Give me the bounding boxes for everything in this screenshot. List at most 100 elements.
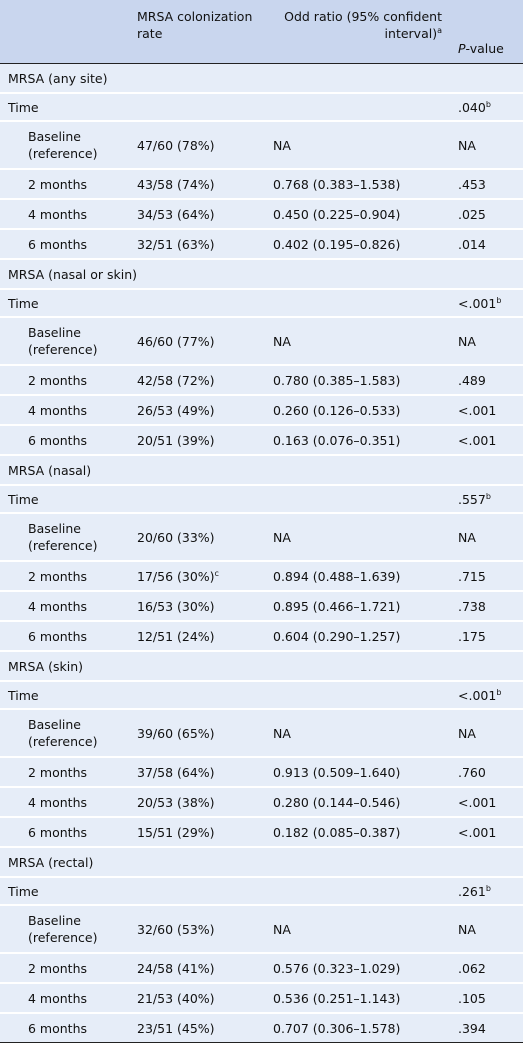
row-label: Baseline (reference) [0, 317, 129, 366]
rate-cell: 37/58 (64%) [129, 757, 265, 788]
rate: 16/53 (30%) [137, 598, 215, 614]
header-text: P [458, 41, 466, 56]
footnote-mark: b [496, 295, 502, 305]
data-row: 4 months 20/53 (38%) 0.280 (0.144–0.546) <.… [0, 787, 523, 818]
row-label: 2 months [0, 365, 129, 396]
odds-ratio: NA [265, 121, 450, 170]
cell [129, 93, 265, 122]
odds-ratio: 0.780 (0.385–1.583) [265, 365, 450, 396]
p-value: <.001 [450, 425, 523, 456]
p-value: <.001 [450, 787, 523, 818]
odds-ratio: NA [265, 317, 450, 366]
odds-ratio: 0.768 (0.383–1.538) [265, 169, 450, 200]
row-label: 2 months [0, 169, 129, 200]
data-row: 6 months 12/51 (24%) 0.604 (0.290–1.257) .1… [0, 621, 523, 652]
group-row: MRSA (nasal) [0, 455, 523, 486]
odds-ratio: 0.260 (0.126–0.533) [265, 395, 450, 426]
group-title: MRSA (nasal) [0, 455, 523, 486]
odds-ratio: 0.913 (0.509–1.640) [265, 757, 450, 788]
group-row: MRSA (any site) [0, 63, 523, 94]
cell [265, 93, 450, 122]
row-label: Time [0, 93, 129, 122]
odds-ratio: 0.536 (0.251–1.143) [265, 983, 450, 1014]
header-cell [0, 0, 129, 64]
data-row: 2 months 43/58 (74%) 0.768 (0.383–1.538) .4… [0, 169, 523, 200]
row-label: 4 months [0, 199, 129, 230]
p-value: .715 [450, 561, 523, 592]
rate-cell: 32/60 (53%) [129, 905, 265, 954]
header-cell: MRSA colonization rate [129, 0, 265, 64]
row-label: 4 months [0, 591, 129, 622]
p-value: <.001 [450, 395, 523, 426]
p-value: .557 [458, 491, 486, 507]
odds-ratio: 0.182 (0.085–0.387) [265, 817, 450, 848]
data-row: Baseline (reference) 46/60 (77%) NA NA [0, 317, 523, 366]
row-label: 4 months [0, 787, 129, 818]
rate: 37/58 (64%) [137, 764, 215, 780]
footnote-mark: c [214, 568, 219, 578]
row-label: 6 months [0, 817, 129, 848]
data-row: 4 months 21/53 (40%) 0.536 (0.251–1.143) .1… [0, 983, 523, 1014]
cell [265, 877, 450, 906]
header-text: -value [465, 41, 504, 56]
p-value-cell: <.001b [450, 681, 523, 710]
rate: 20/51 (39%) [137, 432, 215, 448]
data-row: 6 months 20/51 (39%) 0.163 (0.076–0.351) <.… [0, 425, 523, 456]
p-value: <.001 [458, 295, 497, 311]
rate-cell: 46/60 (77%) [129, 317, 265, 366]
p-value: .040 [458, 99, 486, 115]
time-row: Time <.001b [0, 289, 523, 318]
row-label: 2 months [0, 757, 129, 788]
footnote-mark: b [485, 883, 491, 893]
footnote-mark: b [485, 99, 491, 109]
rate-cell: 32/51 (63%) [129, 229, 265, 260]
cell [129, 485, 265, 514]
time-row: Time .557b [0, 485, 523, 514]
time-row: Time .040b [0, 93, 523, 122]
p-value: .175 [450, 621, 523, 652]
p-value: <.001 [450, 817, 523, 848]
rate-cell: 21/53 (40%) [129, 983, 265, 1014]
p-value: NA [450, 905, 523, 954]
rate-cell: 34/53 (64%) [129, 199, 265, 230]
rate-cell: 15/51 (29%) [129, 817, 265, 848]
p-value: .014 [450, 229, 523, 260]
data-row: 2 months 17/56 (30%)c 0.894 (0.488–1.639).… [0, 561, 523, 592]
rate: 32/51 (63%) [137, 236, 215, 252]
odds-ratio: NA [265, 709, 450, 758]
rate: 12/51 (24%) [137, 628, 215, 644]
p-value: NA [450, 317, 523, 366]
odds-ratio: 0.450 (0.225–0.904) [265, 199, 450, 230]
p-value: .738 [450, 591, 523, 622]
table-body: MRSA (any site) Time .040b Baseline (refere… [0, 63, 523, 1043]
header-cell: P-value [450, 0, 523, 64]
rate: 43/58 (74%) [137, 176, 215, 192]
rate: 39/60 (65%) [137, 725, 215, 741]
row-label: 4 months [0, 395, 129, 426]
data-row: Baseline (reference) 39/60 (65%) NA NA [0, 709, 523, 758]
group-title: MRSA (nasal or skin) [0, 259, 523, 290]
rate: 24/58 (41%) [137, 960, 215, 976]
p-value-cell: <.001b [450, 289, 523, 318]
odds-ratio: 0.895 (0.466–1.721) [265, 591, 450, 622]
row-label: Baseline (reference) [0, 905, 129, 954]
p-value: .394 [450, 1013, 523, 1043]
rate: 15/51 (29%) [137, 824, 215, 840]
p-value: NA [450, 121, 523, 170]
data-row: 2 months 37/58 (64%) 0.913 (0.509–1.640) .7… [0, 757, 523, 788]
rate-cell: 43/58 (74%) [129, 169, 265, 200]
data-row: 4 months 16/53 (30%) 0.895 (0.466–1.721) .7… [0, 591, 523, 622]
p-value: .760 [450, 757, 523, 788]
footnote-mark: b [496, 687, 502, 697]
row-label: Baseline (reference) [0, 513, 129, 562]
header-text: Odd ratio (95% confident interval) [284, 9, 442, 41]
rate-cell: 24/58 (41%) [129, 953, 265, 984]
data-row: 4 months 26/53 (49%) 0.260 (0.126–0.533) <.… [0, 395, 523, 426]
group-title: MRSA (rectal) [0, 847, 523, 878]
odds-ratio: 0.163 (0.076–0.351) [265, 425, 450, 456]
rate: 47/60 (78%) [137, 137, 215, 153]
row-label: 6 months [0, 621, 129, 652]
p-value: .105 [450, 983, 523, 1014]
row-label: 2 months [0, 953, 129, 984]
